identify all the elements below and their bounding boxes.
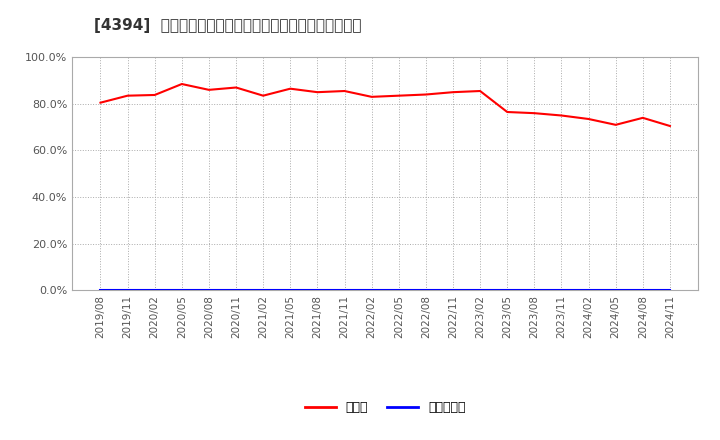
Text: [4394]  現預金、有利子負債の総資産に対する比率の推移: [4394] 現預金、有利子負債の総資産に対する比率の推移 xyxy=(94,18,361,33)
Legend: 現預金, 有利子負債: 現預金, 有利子負債 xyxy=(300,396,471,419)
